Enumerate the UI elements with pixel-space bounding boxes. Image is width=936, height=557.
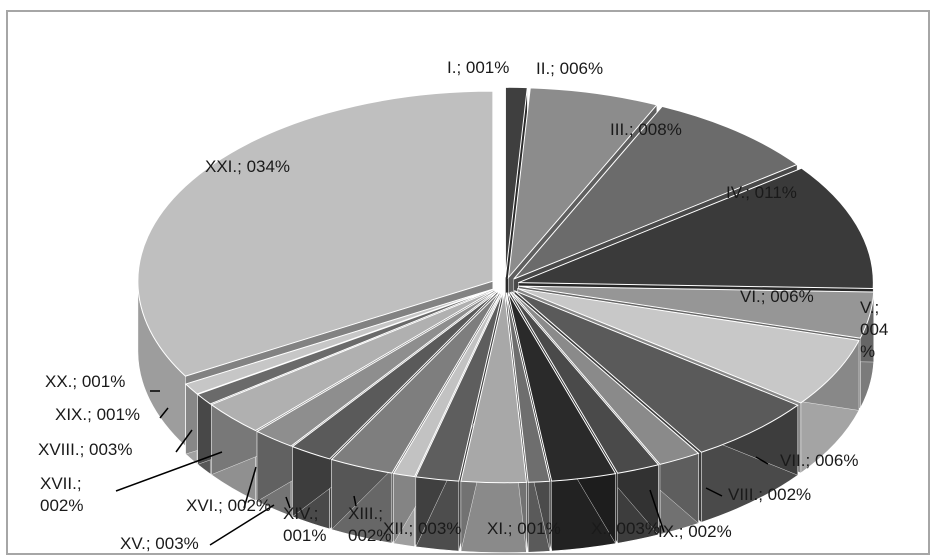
data-label-x: X.; 003% [591,519,660,538]
slice-vi [517,287,860,404]
slice-vii [514,290,799,453]
data-label-xviii: XVIII.; 003% [38,440,133,459]
leader-line-xiv [285,496,291,509]
data-label-v: V.; 004% [860,298,888,361]
leader-line-xiii [353,495,357,507]
leader-line-xix [159,407,169,419]
slice-xix [196,288,494,405]
slice-xx [184,288,494,395]
data-label-i: I.; 001% [447,58,509,77]
data-label-vi: VI.; 006% [740,287,814,306]
data-label-xvi: XVI.; 002% [186,496,271,515]
slice-xiv [392,292,502,478]
data-label-ix: IX.; 002% [658,522,732,541]
slice-xviii [210,289,495,432]
data-label-viii: VIII.; 002% [728,485,811,504]
data-label-xiv: XIV.; 001% [283,504,326,545]
slice-xxi [137,90,494,377]
leader-line-viii [705,487,723,497]
slice-v [518,285,875,339]
data-label-xxi: XXI.; 034% [205,157,290,176]
data-label-xii: XII.; 003% [383,519,461,538]
slice-ii [507,87,658,280]
data-label-iii: III.; 008% [610,120,682,139]
data-label-xvii: XVII.; 002% [40,474,83,515]
leader-line-xviii [175,429,193,453]
data-label-xv: XV.; 003% [120,534,199,553]
slice-viii [511,291,700,465]
leader-line-xv [209,504,275,546]
data-label-iv: IV.; 011% [726,183,797,202]
data-label-ii: II.; 006% [536,59,603,78]
data-label-xi: XI.; 001% [487,519,561,538]
slice-i [504,86,528,278]
slice-ix [509,291,660,474]
slice-xvi [291,291,498,460]
slice-xv [330,291,500,474]
data-label-xix: XIX.; 001% [55,405,140,424]
slice-x [507,292,617,482]
leader-line-vii [755,456,769,465]
slice-iv [518,167,874,290]
slice-xiii [415,292,503,482]
slice-xii [460,292,527,484]
slice-xi [505,292,551,483]
leader-line-xvi [243,466,257,509]
data-label-vii: VII.; 006% [780,451,858,470]
leader-line-xvii [115,451,223,492]
slice-iii [513,105,799,280]
data-label-xiii: XIII.; 002% [348,504,391,545]
slice-xvii [256,290,497,447]
leader-line-ix [649,489,665,533]
data-label-xx: XX.; 001% [45,372,125,391]
